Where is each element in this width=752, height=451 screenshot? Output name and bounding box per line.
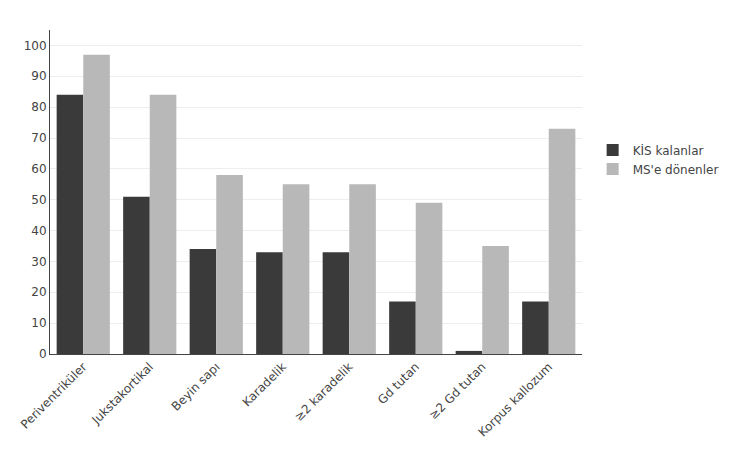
svg-text:20: 20 xyxy=(31,285,46,299)
svg-text:Korpus kallozum: Korpus kallozum xyxy=(476,360,556,440)
svg-text:Gd tutan: Gd tutan xyxy=(375,360,422,407)
svg-text:30: 30 xyxy=(31,255,46,269)
svg-text:KİS kalanlar: KİS kalanlar xyxy=(633,143,704,158)
svg-text:≥2 Gd tutan: ≥2 Gd tutan xyxy=(426,360,488,422)
svg-text:MS'e dönenler: MS'e dönenler xyxy=(633,163,719,177)
svg-text:Periventriküler: Periventriküler xyxy=(18,360,90,432)
svg-text:70: 70 xyxy=(31,131,46,145)
svg-text:Karadelik: Karadelik xyxy=(240,360,289,409)
svg-text:90: 90 xyxy=(31,69,46,83)
svg-text:100: 100 xyxy=(24,39,47,53)
svg-text:10: 10 xyxy=(31,316,46,330)
svg-text:80: 80 xyxy=(31,100,46,114)
svg-text:Jukstakortikal: Jukstakortikal xyxy=(88,360,156,428)
svg-text:≥2 karadelik: ≥2 karadelik xyxy=(292,360,356,424)
svg-text:60: 60 xyxy=(31,162,46,176)
svg-text:Beyin sapı: Beyin sapı xyxy=(169,360,223,414)
svg-text:0: 0 xyxy=(39,347,47,361)
svg-text:50: 50 xyxy=(31,193,46,207)
svg-text:40: 40 xyxy=(31,224,46,238)
